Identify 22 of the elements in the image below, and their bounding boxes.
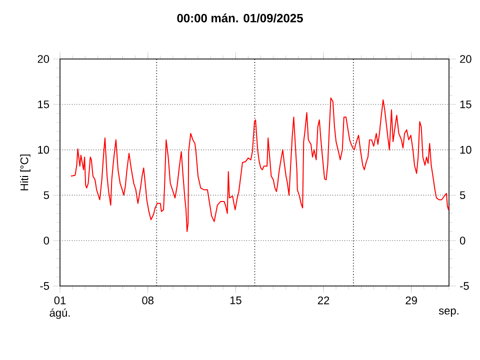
- chart-title: 00:00 mán. 01/09/2025: [177, 13, 303, 23]
- y2-tick-label: -5: [460, 282, 469, 290]
- line-series: [70, 98, 450, 232]
- y2-tick-label: 10: [460, 146, 472, 154]
- y-tick-label: 10: [38, 146, 50, 154]
- y2-tick-label: 5: [460, 191, 466, 200]
- y2-tick-label: 15: [460, 100, 472, 108]
- x-tick-label: 22: [318, 296, 330, 304]
- y-tick-label: 0: [44, 236, 50, 244]
- y-axis-title: Hiti [°C]: [20, 154, 30, 190]
- y2-tick-label: 20: [460, 55, 472, 63]
- y-tick-label: 15: [38, 100, 50, 108]
- y2-tick-label: 0: [460, 236, 466, 244]
- text: ágú.: [50, 308, 70, 319]
- x-tick-label: 15: [230, 296, 242, 304]
- x-tick-label: 08: [142, 296, 154, 304]
- y-tick-label: 5: [44, 191, 50, 200]
- y-tick-label: 20: [38, 55, 50, 63]
- x-tick-label: 01: [54, 296, 66, 304]
- y-tick-label: -5: [40, 282, 50, 290]
- x-tick-label: 29: [406, 296, 417, 304]
- text: sep.: [438, 308, 458, 317]
